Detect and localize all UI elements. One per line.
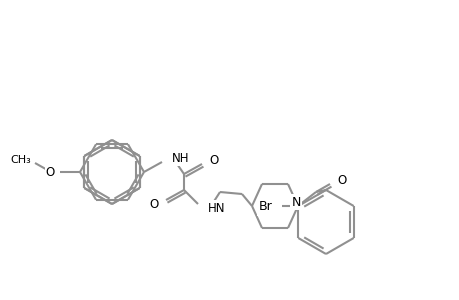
Text: NH: NH	[172, 152, 189, 164]
Text: N: N	[257, 202, 267, 214]
Text: N: N	[291, 196, 300, 208]
Text: Br: Br	[258, 200, 272, 212]
Text: HN: HN	[207, 202, 225, 214]
Text: CH₃: CH₃	[10, 155, 31, 165]
Text: O: O	[336, 173, 346, 187]
Text: O: O	[45, 166, 55, 178]
Text: O: O	[208, 154, 218, 166]
Text: O: O	[150, 197, 159, 211]
